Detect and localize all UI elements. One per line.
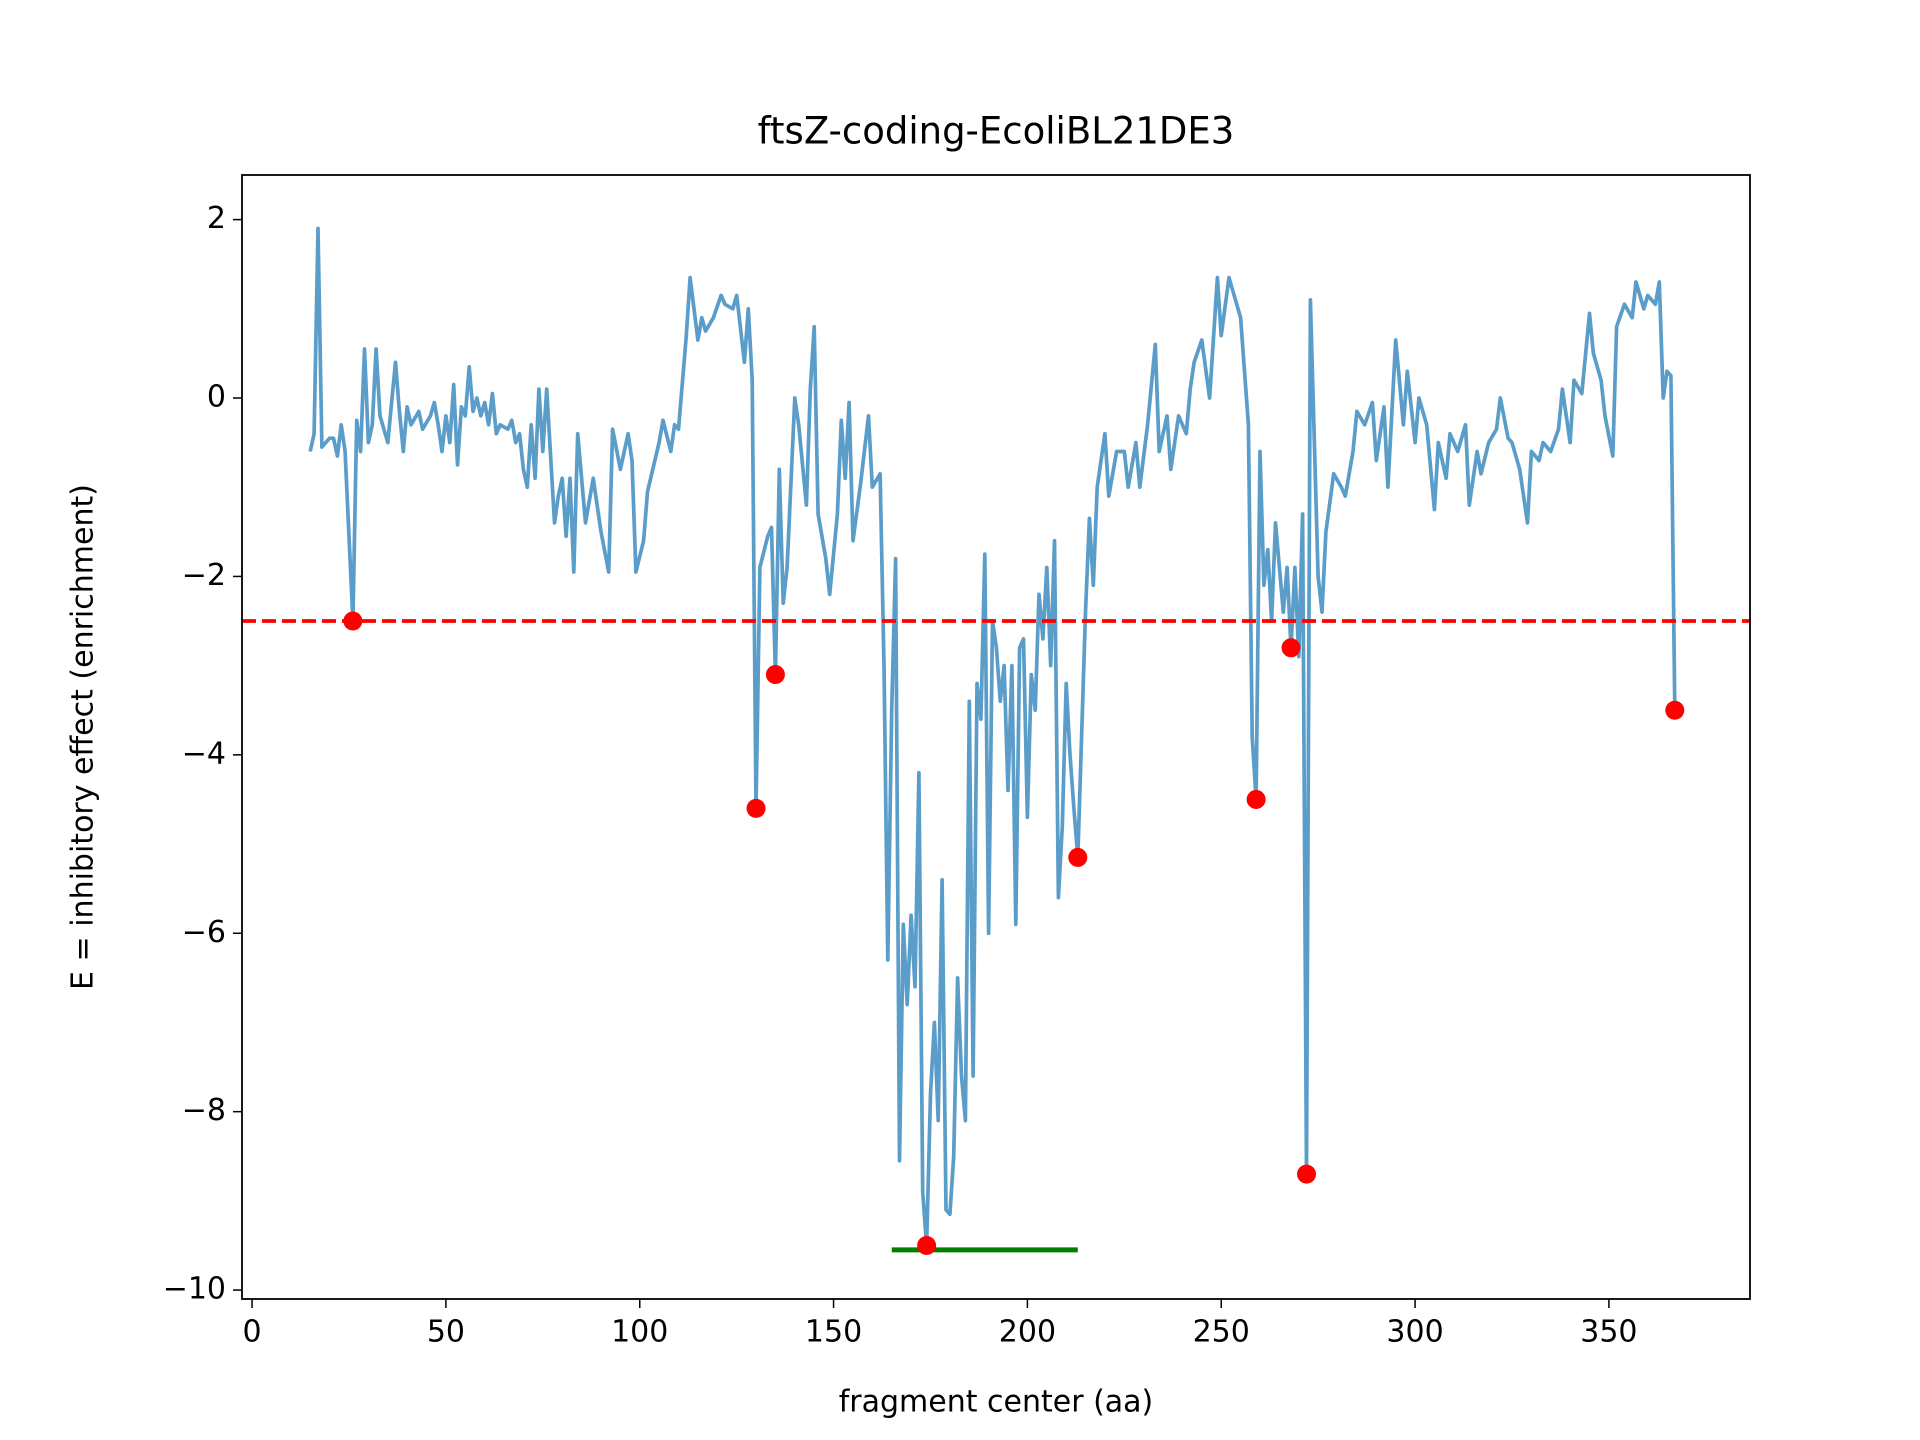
y-tick-label: −4	[182, 736, 226, 771]
hit-point	[343, 611, 363, 631]
y-tick-label: −10	[163, 1272, 226, 1307]
data-line	[308, 226, 1677, 1248]
y-tick-label: 2	[207, 201, 226, 236]
hit-point	[917, 1235, 937, 1255]
x-tick-label: 0	[243, 1315, 262, 1350]
plot-frame	[241, 174, 1751, 1300]
hit-point	[1297, 1164, 1317, 1184]
x-tick-label: 350	[1580, 1315, 1637, 1350]
x-tick-label: 200	[999, 1315, 1056, 1350]
hit-point	[765, 665, 785, 685]
y-tick-label: 0	[207, 380, 226, 415]
y-axis-label: E = inhibitory effect (enrichment)	[66, 484, 101, 990]
y-tick-label: −8	[182, 1093, 226, 1128]
hit-point	[1246, 789, 1266, 809]
hit-point	[1068, 847, 1088, 867]
chart-title: ftsZ-coding-EcoliBL21DE3	[758, 110, 1235, 153]
hit-point	[746, 798, 766, 818]
x-tick-label: 50	[427, 1315, 465, 1350]
x-tick-label: 100	[611, 1315, 668, 1350]
hit-point	[1281, 638, 1301, 658]
x-tick-label: 250	[1193, 1315, 1250, 1350]
x-axis-label: fragment center (aa)	[839, 1385, 1154, 1420]
x-tick-label: 150	[805, 1315, 862, 1350]
y-tick-label: −6	[182, 915, 226, 950]
hit-point	[1665, 700, 1685, 720]
y-tick-label: −2	[182, 558, 226, 593]
x-tick-label: 300	[1386, 1315, 1443, 1350]
